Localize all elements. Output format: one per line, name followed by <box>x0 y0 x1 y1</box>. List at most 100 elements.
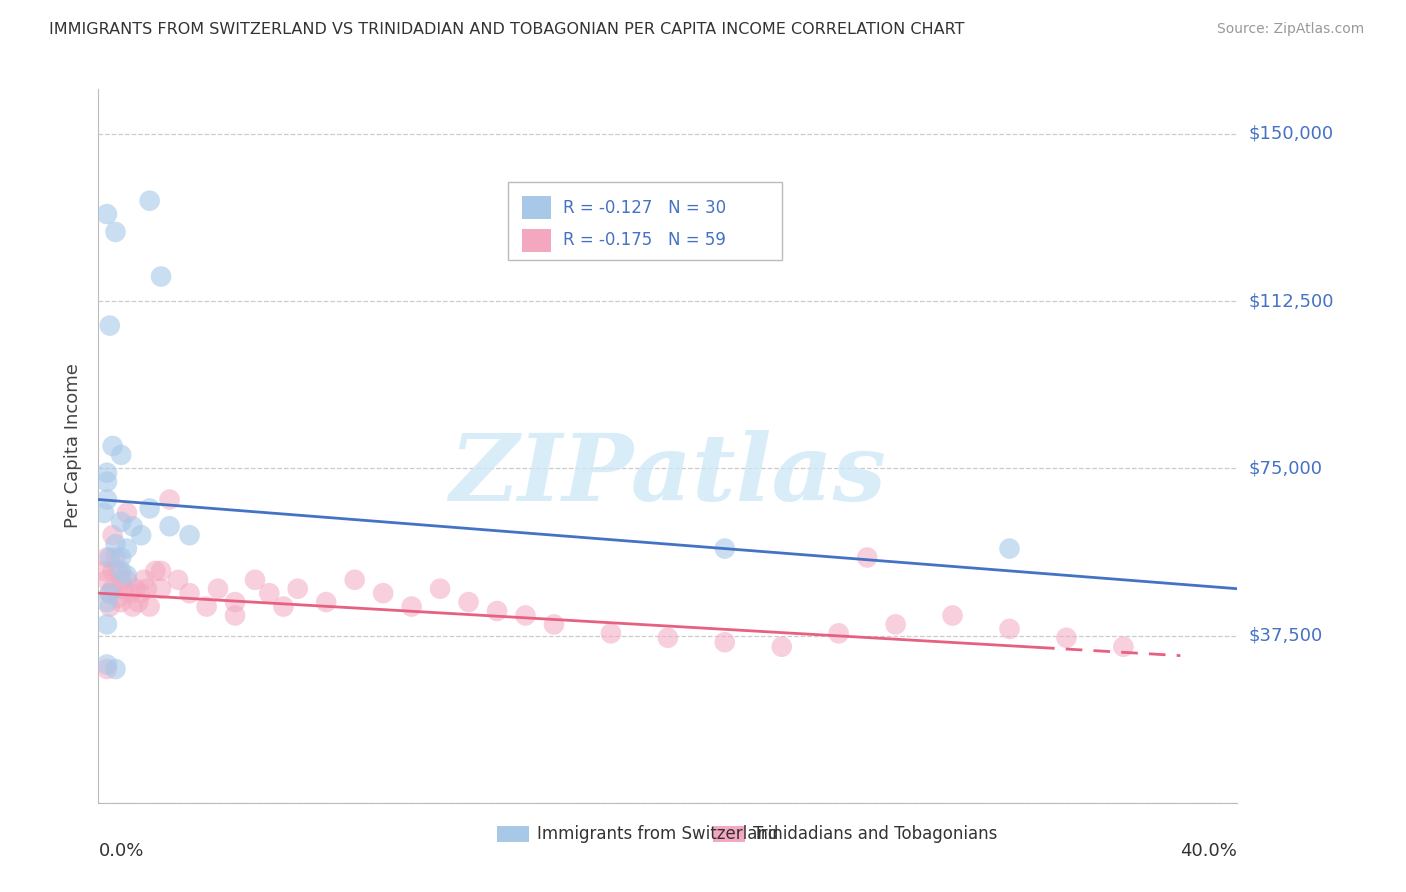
Point <box>96 617 118 632</box>
Point <box>96 595 118 609</box>
Point <box>159 519 181 533</box>
Text: Immigrants from Switzerland: Immigrants from Switzerland <box>537 825 779 843</box>
Point <box>121 599 143 614</box>
Point <box>138 501 160 516</box>
Point <box>127 595 149 609</box>
Point <box>129 528 152 542</box>
Point <box>486 604 509 618</box>
Point <box>110 515 132 529</box>
Point <box>101 528 124 542</box>
Point <box>998 622 1021 636</box>
Point <box>115 568 138 582</box>
Point <box>96 550 118 565</box>
Point <box>179 586 201 600</box>
Point <box>179 528 201 542</box>
Text: $150,000: $150,000 <box>1249 125 1333 143</box>
Point <box>167 573 190 587</box>
Point <box>714 541 737 556</box>
Point <box>828 626 851 640</box>
Point <box>98 586 121 600</box>
Text: 40.0%: 40.0% <box>1181 842 1237 860</box>
Point <box>101 582 124 596</box>
Point <box>998 541 1021 556</box>
FancyBboxPatch shape <box>498 826 529 842</box>
Point <box>543 617 565 632</box>
Point <box>96 657 118 672</box>
Point <box>150 582 173 596</box>
Point <box>224 608 246 623</box>
Text: R = -0.127   N = 30: R = -0.127 N = 30 <box>562 199 727 217</box>
Text: $75,000: $75,000 <box>1249 459 1323 477</box>
Point <box>195 599 218 614</box>
Point <box>107 591 129 605</box>
FancyBboxPatch shape <box>509 182 782 260</box>
Point <box>207 582 229 596</box>
Point <box>110 550 132 565</box>
Point <box>1112 640 1135 654</box>
Point <box>224 595 246 609</box>
Text: $37,500: $37,500 <box>1249 626 1323 645</box>
Point <box>101 439 124 453</box>
Point <box>98 550 121 565</box>
Point <box>104 537 127 551</box>
Point <box>112 582 135 596</box>
Point <box>287 582 309 596</box>
Point <box>96 573 118 587</box>
Point <box>118 586 141 600</box>
Text: $112,500: $112,500 <box>1249 292 1334 310</box>
Point <box>115 506 138 520</box>
Point <box>150 269 173 284</box>
Point <box>110 564 132 578</box>
Point <box>373 586 395 600</box>
Point <box>96 207 118 221</box>
Point <box>96 492 118 507</box>
Text: ZIPatlas: ZIPatlas <box>450 430 886 519</box>
Point <box>714 635 737 649</box>
Point <box>110 448 132 462</box>
Point <box>315 595 337 609</box>
Point <box>124 582 146 596</box>
Point <box>98 318 121 333</box>
Point <box>104 225 127 239</box>
Point <box>401 599 423 614</box>
Point <box>942 608 965 623</box>
Point <box>129 586 152 600</box>
Point <box>138 194 160 208</box>
Text: R = -0.175   N = 59: R = -0.175 N = 59 <box>562 232 725 250</box>
Point <box>132 573 155 587</box>
Y-axis label: Per Capita Income: Per Capita Income <box>65 364 83 528</box>
Text: 0.0%: 0.0% <box>98 842 143 860</box>
Point <box>121 519 143 533</box>
Point <box>770 640 793 654</box>
Text: Source: ZipAtlas.com: Source: ZipAtlas.com <box>1216 22 1364 37</box>
Point <box>138 599 160 614</box>
Point <box>93 564 115 578</box>
Point <box>884 617 907 632</box>
Point <box>107 564 129 578</box>
Point <box>104 550 127 565</box>
Point <box>115 573 138 587</box>
FancyBboxPatch shape <box>522 196 551 219</box>
Point <box>135 582 157 596</box>
Point <box>96 662 118 676</box>
Point <box>110 573 132 587</box>
Point <box>101 564 124 578</box>
Point <box>96 475 118 489</box>
Point <box>110 595 132 609</box>
Text: IMMIGRANTS FROM SWITZERLAND VS TRINIDADIAN AND TOBAGONIAN PER CAPITA INCOME CORR: IMMIGRANTS FROM SWITZERLAND VS TRINIDADI… <box>49 22 965 37</box>
Point <box>104 662 127 676</box>
Point <box>515 608 537 623</box>
Point <box>343 573 366 587</box>
Point <box>115 541 138 556</box>
Point <box>150 564 173 578</box>
Point <box>600 626 623 640</box>
Point <box>98 599 121 614</box>
FancyBboxPatch shape <box>713 826 745 842</box>
Point <box>159 492 181 507</box>
Point <box>259 586 281 600</box>
Point <box>98 586 121 600</box>
Point <box>93 506 115 520</box>
Point <box>657 631 679 645</box>
Point <box>96 466 118 480</box>
Point <box>429 582 451 596</box>
